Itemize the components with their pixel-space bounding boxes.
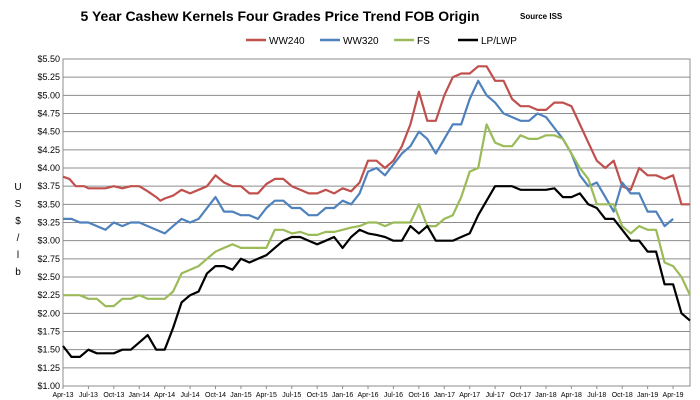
y-tick-label: $4.25 xyxy=(37,145,60,155)
y-tick-label: $4.75 xyxy=(37,109,60,119)
x-tick-label: Jan-14 xyxy=(129,392,151,399)
x-tick-label: Jul-18 xyxy=(587,392,606,399)
y-tick-label: $1.75 xyxy=(37,327,60,337)
x-tick-label: Jan-18 xyxy=(535,392,557,399)
y-axis-label-char: $ xyxy=(15,216,21,227)
series-line-ww240 xyxy=(62,65,690,206)
legend-label-ww240: WW240 xyxy=(269,36,305,47)
y-axis-label-char: l xyxy=(17,250,19,261)
y-tick-label: $5.00 xyxy=(37,90,60,100)
x-tick-label: Jul-14 xyxy=(181,392,200,399)
x-tick-label: Apr-18 xyxy=(561,392,582,399)
y-axis-label-char: U xyxy=(14,182,21,193)
series-line-lp-lwp xyxy=(62,185,691,358)
x-tick-label: Oct-15 xyxy=(307,392,328,399)
x-tick-label: Jul-13 xyxy=(79,392,98,399)
x-tick-label: Jan-15 xyxy=(230,392,252,399)
x-tick-label: Oct-16 xyxy=(408,392,429,399)
chart-title: 5 Year Cashew Kernels Four Grades Price … xyxy=(80,8,480,24)
y-axis-label-char: b xyxy=(15,267,21,278)
y-tick-label: $3.25 xyxy=(37,218,60,228)
y-tick-label: $1.25 xyxy=(37,363,60,373)
y-tick-label: $3.50 xyxy=(37,199,60,209)
y-tick-label: $4.00 xyxy=(37,163,60,173)
x-tick-label: Jan-17 xyxy=(434,392,456,399)
y-tick-label: $2.25 xyxy=(37,290,60,300)
x-tick-label: Jul-16 xyxy=(384,392,403,399)
x-tick-label: Apr-17 xyxy=(459,392,480,399)
chart-source: Source ISS xyxy=(520,12,563,21)
x-tick-label: Apr-15 xyxy=(256,392,277,399)
legend-label-fs: FS xyxy=(417,36,430,47)
x-tick-label: Oct-17 xyxy=(510,392,531,399)
legend-label-lp-lwp: LP/LWP xyxy=(481,36,517,47)
x-tick-label: Jan-16 xyxy=(332,392,354,399)
x-tick-label: Jul-15 xyxy=(282,392,301,399)
x-tick-label: Apr-16 xyxy=(358,392,379,399)
x-tick-label: Apr-13 xyxy=(52,392,73,399)
y-tick-label: $2.00 xyxy=(37,308,60,318)
x-tick-label: Apr-19 xyxy=(663,392,684,399)
y-tick-label: $3.00 xyxy=(37,236,60,246)
y-tick-label: $1.50 xyxy=(37,345,60,355)
y-axis-label-char: / xyxy=(17,233,20,244)
y-axis-label-char: S xyxy=(15,199,22,210)
y-tick-label: $3.75 xyxy=(37,181,60,191)
series-line-fs xyxy=(63,123,691,308)
x-tick-label: Oct-18 xyxy=(612,392,633,399)
y-tick-label: $5.50 xyxy=(37,54,60,64)
y-tick-label: $2.75 xyxy=(37,254,60,264)
x-tick-label: Oct-13 xyxy=(103,392,124,399)
legend-label-ww320: WW320 xyxy=(343,36,379,47)
y-tick-label: $5.25 xyxy=(37,72,60,82)
x-tick-label: Apr-14 xyxy=(154,392,175,399)
x-tick-label: Oct-14 xyxy=(205,392,226,399)
x-tick-label: Jan-19 xyxy=(637,392,659,399)
x-tick-label: Jul-17 xyxy=(486,392,505,399)
y-tick-label: $4.50 xyxy=(37,127,60,137)
y-tick-label: $2.50 xyxy=(37,272,60,282)
y-tick-label: $1.00 xyxy=(37,381,60,391)
